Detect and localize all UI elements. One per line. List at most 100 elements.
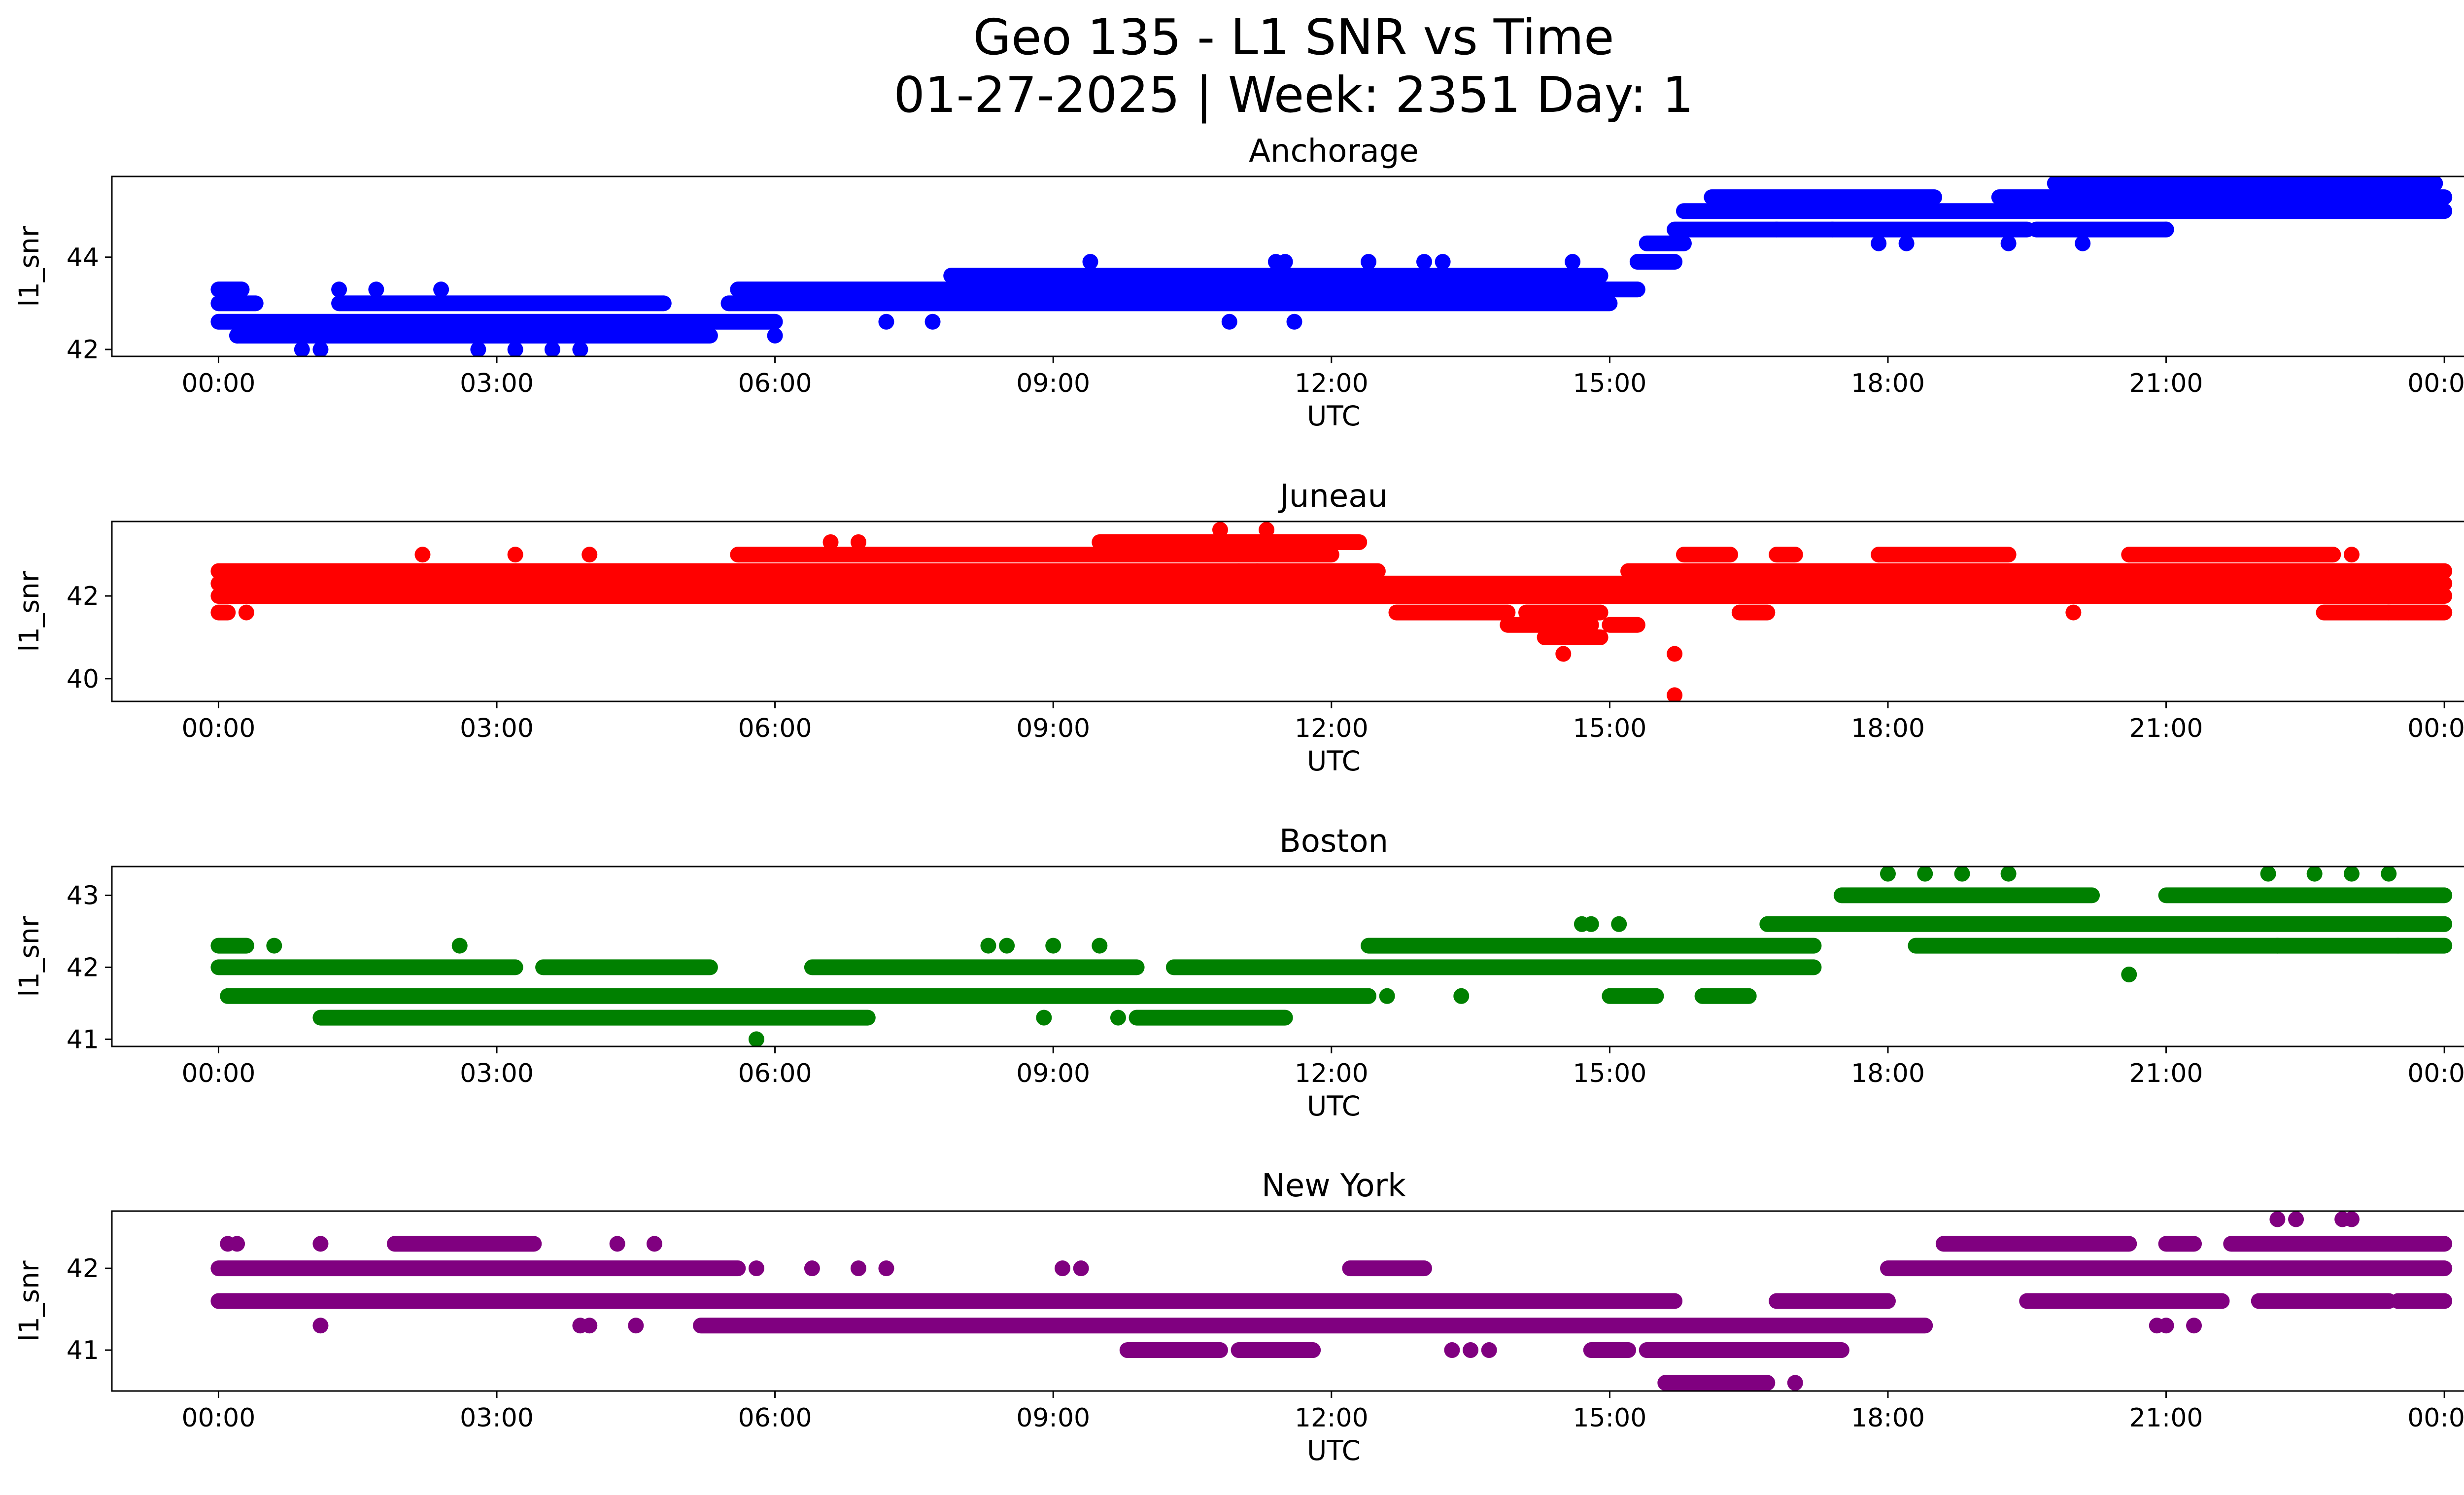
data-point	[2075, 235, 2091, 251]
y-tick-label: 44	[67, 243, 99, 273]
subplot-title: Anchorage	[1249, 133, 1419, 170]
axes-frame	[111, 1210, 2464, 1392]
y-tick-label: 42	[67, 1254, 99, 1284]
x-axis-label: UTC	[1307, 400, 1361, 432]
x-tick-label: 21:00	[2129, 1059, 2203, 1088]
data-point	[850, 1260, 866, 1277]
data-point	[1277, 254, 1293, 270]
data-point	[924, 313, 941, 330]
data-point	[470, 341, 486, 356]
data-point	[628, 1318, 644, 1334]
data-point	[229, 1236, 245, 1252]
data-point	[312, 341, 329, 356]
y-tick-label: 40	[67, 664, 99, 694]
y-tick-label: 43	[67, 881, 99, 910]
x-tick-label: 09:00	[1016, 714, 1090, 743]
x-tick-label: 15:00	[1573, 369, 1646, 398]
x-tick-label: 00:00	[2407, 714, 2464, 743]
data-point	[1787, 1375, 1803, 1391]
subplot-juneau: Juneau 00:00 03:00 06:00 09:00 12:00 15:00 18:0…	[13, 478, 2464, 777]
y-axis-label: l1_snr	[13, 226, 45, 307]
data-point	[2288, 1211, 2304, 1227]
y-tick-label: 42	[67, 335, 99, 365]
axes-frame	[111, 521, 2464, 702]
data-point	[1036, 1009, 1052, 1026]
x-axis-label: UTC	[1307, 1435, 1361, 1466]
scatter-series	[210, 867, 2453, 1046]
data-point	[2121, 967, 2137, 982]
y-axis-label: l1_snr	[13, 571, 45, 652]
data-point	[1453, 988, 1470, 1004]
x-tick-label: 03:00	[460, 369, 534, 398]
x-tick-label: 15:00	[1573, 1403, 1646, 1433]
data-point	[1361, 254, 1377, 270]
data-point	[294, 341, 310, 356]
x-tick-label: 06:00	[738, 369, 812, 398]
x-tick-label: 09:00	[1016, 369, 1090, 398]
x-tick-label: 12:00	[1295, 1059, 1369, 1088]
data-point	[1249, 563, 1266, 579]
data-point	[2269, 1211, 2286, 1227]
y-tick-label: 41	[67, 1025, 99, 1054]
axes-frame	[111, 866, 2464, 1047]
data-point	[1073, 1260, 1089, 1277]
data-point	[767, 327, 783, 344]
x-tick-label: 00:00	[2407, 1403, 2464, 1433]
data-point	[1082, 254, 1098, 270]
data-point	[748, 1031, 764, 1046]
x-tick-label: 00:00	[181, 369, 255, 398]
data-point	[1555, 646, 1572, 662]
subplot-title: Boston	[1279, 823, 1388, 860]
data-point	[572, 341, 588, 356]
data-point	[2186, 1318, 2202, 1334]
data-point	[878, 313, 894, 330]
x-tick-label: 00:00	[181, 1059, 255, 1088]
x-tick-label: 12:00	[1295, 1403, 1369, 1433]
x-tick-label: 09:00	[1016, 1403, 1090, 1433]
data-point	[1259, 522, 1275, 538]
y-tick-label: 42	[67, 953, 99, 982]
data-point	[229, 327, 245, 344]
data-point	[2000, 235, 2017, 251]
data-point	[2000, 867, 2017, 882]
x-tick-label: 21:00	[2129, 714, 2203, 743]
data-point	[2260, 867, 2276, 882]
x-tick-label: 12:00	[1295, 714, 1369, 743]
x-tick-label: 18:00	[1851, 714, 1925, 743]
x-tick-label: 03:00	[460, 1403, 534, 1433]
figure-title-line-1: Geo 135 - L1 SNR vs Time	[973, 8, 1614, 66]
scatter-series	[210, 176, 2453, 356]
data-point	[2158, 1318, 2174, 1334]
data-point	[1481, 1342, 1497, 1358]
x-tick-label: 00:00	[181, 714, 255, 743]
data-point	[1055, 1260, 1071, 1277]
scatter-series	[210, 522, 2453, 701]
data-point	[1286, 313, 1302, 330]
subplot-title: Juneau	[1278, 478, 1388, 515]
x-tick-label: 06:00	[738, 1403, 812, 1433]
data-point	[331, 281, 347, 298]
axes-frame	[111, 175, 2464, 357]
data-point	[878, 1260, 894, 1277]
data-point	[2381, 867, 2397, 882]
y-tick-label: 41	[67, 1336, 99, 1365]
data-point	[2343, 1211, 2360, 1227]
data-point	[368, 281, 384, 298]
data-point	[1045, 938, 1061, 954]
data-point	[433, 281, 449, 298]
data-point	[1092, 938, 1108, 954]
x-tick-label: 18:00	[1851, 1059, 1925, 1088]
data-point	[1611, 916, 1627, 932]
x-tick-label: 21:00	[2129, 1403, 2203, 1433]
data-point	[1463, 1342, 1479, 1358]
data-point	[582, 1318, 598, 1334]
data-point	[1435, 254, 1451, 270]
data-point	[2390, 938, 2406, 954]
data-point	[451, 938, 468, 954]
x-tick-label: 06:00	[738, 1059, 812, 1088]
x-axis-label: UTC	[1307, 1090, 1361, 1122]
data-point	[999, 938, 1015, 954]
data-point	[980, 938, 996, 954]
data-point	[850, 534, 866, 550]
